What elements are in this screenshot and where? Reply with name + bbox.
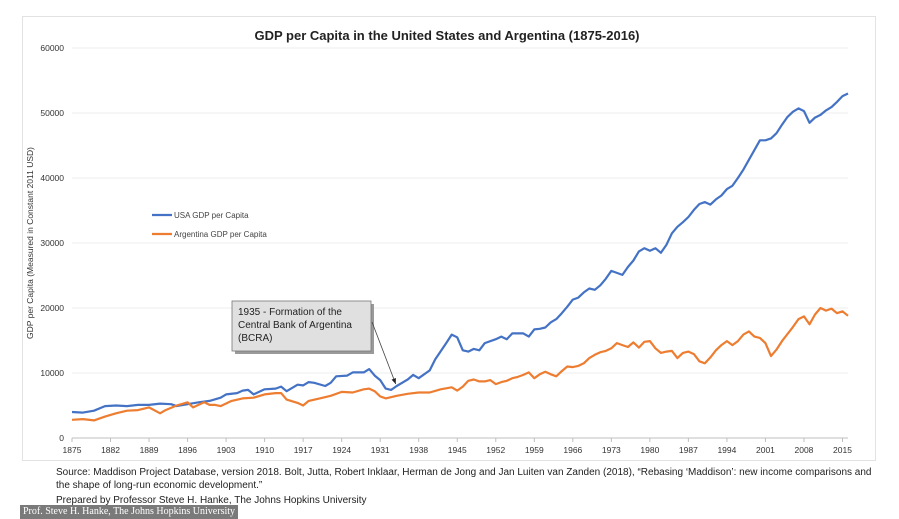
x-tick-label: 2015 — [833, 445, 852, 455]
callout-text: (BCRA) — [238, 333, 272, 344]
y-tick-label: 40000 — [40, 173, 64, 183]
y-tick-labels: 0 10000 20000 30000 40000 50000 60000 — [40, 43, 64, 443]
x-tick-labels: 1875 1882 1889 1896 1903 1910 1917 1924 1931 1938… — [63, 438, 852, 455]
y-tick-label: 50000 — [40, 108, 64, 118]
callout-box — [231, 300, 372, 352]
x-tick-label: 1917 — [294, 445, 313, 455]
legend-label: Argentina GDP per Capita — [174, 230, 267, 239]
x-tick-label: 1910 — [255, 445, 274, 455]
y-tick-label: 20000 — [40, 303, 64, 313]
x-tick-label: 1945 — [448, 445, 467, 455]
y-tick-label: 30000 — [40, 238, 64, 248]
x-tick-label: 1924 — [332, 445, 351, 455]
x-tick-label: 1952 — [486, 445, 505, 455]
x-tick-label: 1980 — [640, 445, 659, 455]
callout-arrow — [371, 321, 397, 385]
y-axis-label: GDP per Capita (Measured in Constant 201… — [25, 147, 35, 339]
x-tick-label: 1987 — [679, 445, 698, 455]
x-tick-label: 2001 — [756, 445, 775, 455]
x-tick-label: 1994 — [717, 445, 736, 455]
x-tick-label: 1938 — [409, 445, 428, 455]
annotation-callout: 1935 - Formation of the Central Bank of A… — [231, 300, 397, 385]
callout-text: Central Bank of Argentina — [238, 320, 352, 331]
x-tick-label: 1903 — [217, 445, 236, 455]
x-tick-label: 1973 — [602, 445, 621, 455]
gridlines — [72, 47, 848, 439]
callout-text: 1935 - Formation of the — [238, 307, 342, 318]
series-line-0 — [71, 92, 849, 414]
source-note: Source: Maddison Project Database, versi… — [56, 467, 872, 491]
x-tick-label: 1931 — [371, 445, 390, 455]
series-line-1 — [71, 306, 849, 422]
prepared-by-note: Prepared by Professor Steve H. Hanke, Th… — [56, 495, 367, 506]
x-tick-label: 1882 — [101, 445, 120, 455]
credit-watermark: Prof. Steve H. Hanke, The Johns Hopkins … — [20, 505, 239, 519]
x-tick-label: 2008 — [795, 445, 814, 455]
x-tick-label: 1966 — [563, 445, 582, 455]
x-tick-label: 1875 — [63, 445, 82, 455]
x-tick-label: 1889 — [140, 445, 159, 455]
x-tick-label: 1959 — [525, 445, 544, 455]
y-tick-label: 10000 — [40, 368, 64, 378]
y-tick-label: 0 — [59, 433, 64, 443]
chart-title: GDP per Capita in the United States and … — [254, 28, 639, 43]
legend-label: USA GDP per Capita — [174, 211, 249, 220]
callout-arrowhead — [391, 378, 396, 384]
x-tick-label: 1896 — [178, 445, 197, 455]
y-tick-label: 60000 — [40, 43, 64, 53]
series-lines — [71, 92, 849, 422]
legend: USA GDP per Capita Argentina GDP per Capi… — [152, 211, 267, 239]
